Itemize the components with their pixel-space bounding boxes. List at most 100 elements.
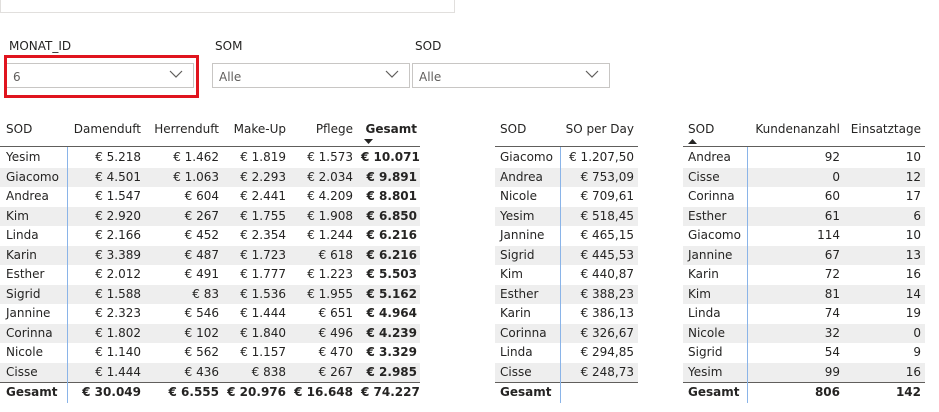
row-shade	[0, 284, 420, 304]
column-header: Einsatztage	[850, 122, 921, 136]
sort-asc-icon	[688, 139, 697, 144]
table-cell: 19	[905, 306, 921, 320]
chevron	[585, 70, 599, 78]
column-header: Gesamt	[365, 122, 417, 136]
table-cell: € 1.723	[240, 247, 286, 262]
row-shade	[683, 284, 925, 304]
table-cell: € 487	[184, 247, 219, 262]
total-rule	[0, 382, 420, 383]
empty-visual	[0, 0, 455, 13]
table-cell: € 6.216	[366, 228, 417, 242]
table-cell: € 838	[251, 364, 286, 379]
table-cell: € 3.329	[366, 345, 417, 359]
table-cell: € 1.140	[95, 345, 141, 359]
table-cell: € 491	[184, 267, 219, 281]
table-cell: € 1.223	[307, 267, 353, 281]
table-cell: € 5.218	[95, 150, 141, 164]
table-cell: 99	[824, 364, 840, 379]
table-cell: 9	[913, 345, 921, 359]
table-cell: Cisse	[500, 364, 532, 379]
table-cell: € 1.462	[173, 150, 219, 164]
table-cell: 17	[905, 189, 921, 203]
table-cell: € 2.354	[240, 228, 286, 242]
table-cell: € 1.755	[240, 208, 286, 223]
table-cell: € 8.801	[366, 189, 417, 203]
table-cell: € 452	[184, 228, 219, 242]
table-cell: € 436	[184, 364, 219, 379]
row-shade	[683, 206, 925, 226]
table-cell: € 83	[192, 286, 219, 301]
total-cell: € 74.227	[361, 385, 420, 399]
table-cell: 72	[824, 267, 840, 281]
table-cell: Sigrid	[6, 286, 41, 301]
total-cell: € 16.648	[294, 385, 353, 399]
row-shade	[0, 167, 420, 187]
column-divider	[747, 147, 748, 403]
table-cell: 10	[905, 150, 921, 164]
table-cell: Kim	[500, 267, 523, 281]
table-cell: € 5.162	[366, 286, 417, 301]
table-cell: € 753,09	[580, 169, 634, 184]
table-cell: € 2.920	[95, 208, 141, 223]
table-cell: € 1.908	[307, 208, 353, 223]
table-cell: € 709,61	[580, 189, 634, 203]
table-cell: Karin	[688, 267, 719, 281]
total-cell: € 6.555	[168, 385, 219, 399]
table-cell: Nicole	[688, 325, 725, 340]
table-cell: € 294,85	[580, 345, 634, 359]
table-cell: € 2.293	[240, 169, 286, 184]
table-cell: Nicole	[500, 189, 537, 203]
table-cell: Corinna	[688, 189, 735, 203]
table-cell: € 1.819	[240, 150, 286, 164]
table-cell: Sigrid	[500, 247, 535, 262]
filter-label: MONAT_ID	[9, 39, 72, 53]
table-cell: € 2.441	[240, 189, 286, 203]
table-cell: € 6.850	[366, 208, 417, 223]
table-cell: € 440,87	[580, 267, 634, 281]
table-cell: Corinna	[500, 325, 547, 340]
column-divider	[67, 147, 68, 403]
column-divider	[560, 147, 561, 403]
table-cell: € 2.166	[95, 228, 141, 242]
table-cell: 12	[905, 169, 921, 184]
table-cell: € 248,73	[580, 364, 634, 379]
table-cell: Esther	[6, 267, 45, 281]
total-cell: 142	[895, 385, 921, 399]
row-shade	[0, 245, 420, 265]
row-shade	[495, 206, 638, 226]
table-cell: 60	[824, 189, 840, 203]
row-shade	[0, 323, 420, 343]
highlight-box	[4, 55, 199, 98]
total-rule	[683, 382, 925, 383]
total-cell: 806	[814, 385, 840, 399]
dropdown[interactable]: Alle	[412, 63, 610, 88]
dropdown[interactable]: Alle	[212, 63, 410, 88]
total-rule	[495, 382, 638, 383]
column-header: Damenduft	[73, 122, 141, 136]
row-shade	[683, 167, 925, 187]
table-cell: Giacomo	[6, 169, 59, 184]
table-cell: Jannine	[688, 247, 733, 262]
table-cell: € 1.955	[307, 286, 353, 301]
row-shade	[495, 167, 638, 187]
table-cell: 92	[824, 150, 840, 164]
dropdown-value: Alle	[419, 70, 442, 84]
row-shade	[495, 245, 638, 265]
table-cell: 61	[824, 208, 840, 223]
header-rule	[0, 146, 420, 147]
row-shade	[683, 245, 925, 265]
table-cell: € 6.216	[366, 247, 417, 262]
column-header: SO per Day	[565, 122, 634, 136]
table-cell: € 1.777	[240, 267, 286, 281]
table-cell: Giacomo	[500, 150, 553, 164]
table-cell: 54	[824, 345, 840, 359]
table-cell: Cisse	[6, 364, 38, 379]
sort-desc-icon	[364, 139, 373, 144]
table-cell: Sigrid	[688, 345, 723, 359]
table-cell: € 1.588	[95, 286, 141, 301]
table-cell: € 465,15	[580, 228, 634, 242]
table-cell: € 1.244	[307, 228, 353, 242]
column-header: SOD	[6, 122, 33, 136]
table-cell: € 496	[318, 325, 353, 340]
